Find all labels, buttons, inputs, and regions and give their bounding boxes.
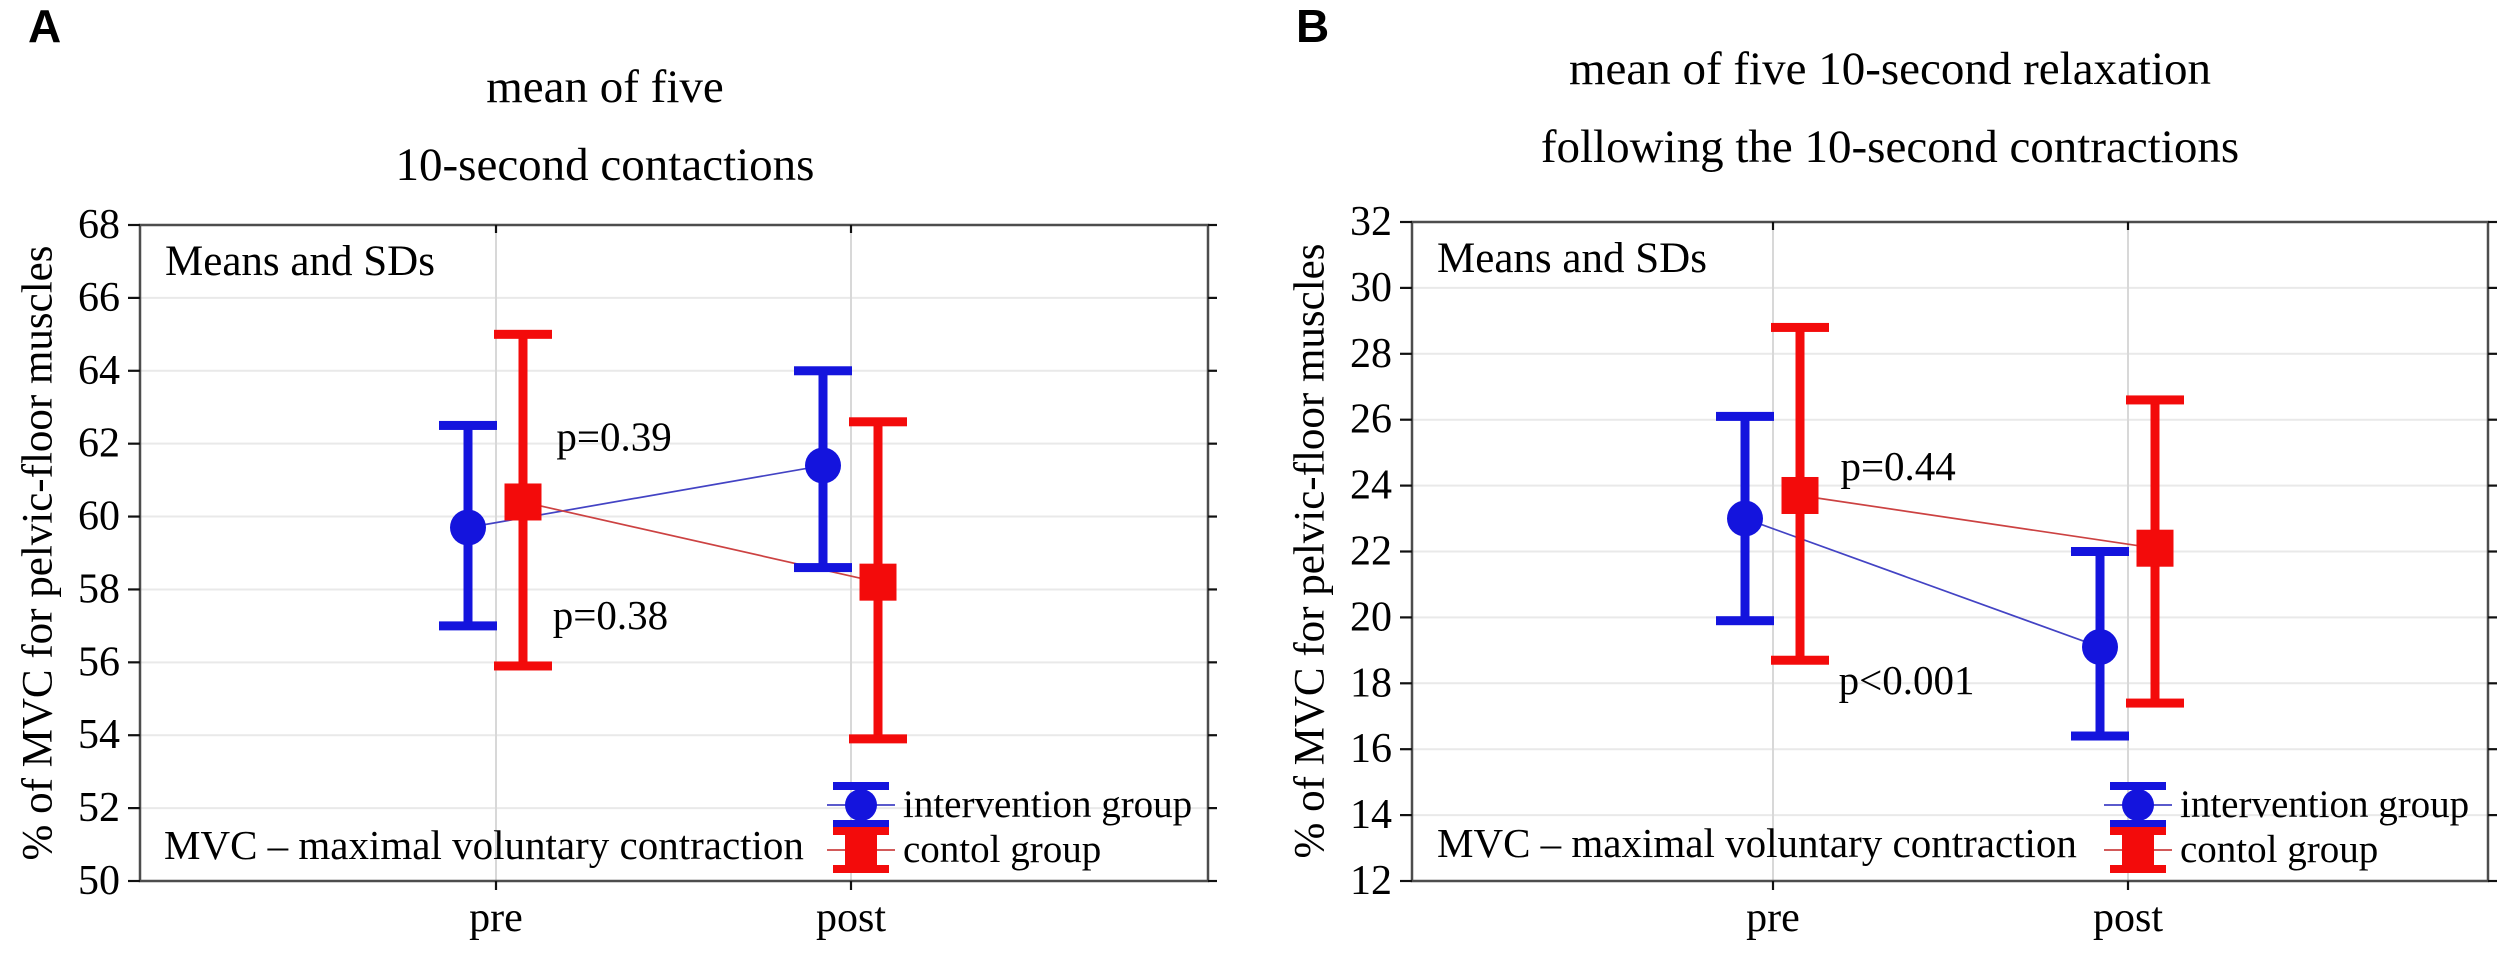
axis-ticks — [128, 223, 1217, 890]
circle-marker — [805, 447, 841, 484]
error-bar-contol-group-post — [2126, 395, 2184, 708]
legend-label-b-control: contol group — [2180, 828, 2379, 871]
error-bar-intervention-group-pre — [1716, 411, 1774, 626]
square-marker — [1781, 476, 1819, 514]
series-line-1 — [1799, 494, 2156, 550]
annotation-p-value: p<0.001 — [1839, 657, 1975, 703]
error-bar-contol-group-pre — [494, 329, 552, 671]
chart-title-a-line2: 10-second contactions — [395, 139, 815, 191]
means-sds-note-b: Means and SDs — [1437, 235, 1707, 282]
legend-glyph-contol-group — [2104, 827, 2172, 873]
y-tick-label: 58 — [78, 566, 120, 612]
mvc-note-a: MVC – maximal voluntary contraction — [164, 822, 804, 868]
y-tick-label: 30 — [1350, 265, 1392, 311]
y-tick-label: 18 — [1350, 660, 1392, 706]
y-tick-label: 54 — [78, 712, 120, 758]
y-tick-label: 28 — [1350, 331, 1392, 377]
chart-title-b-line2: following the 10-second contractions — [1540, 121, 2240, 173]
y-axis-title-b: % of MVC for pelvic-floor muscles — [1286, 243, 1334, 859]
gridlines — [1412, 222, 2488, 881]
mvc-note-b: MVC – maximal voluntary contraction — [1437, 820, 2077, 866]
y-tick-label: 14 — [1350, 792, 1392, 838]
annotation-p-value: p=0.44 — [1840, 443, 1955, 489]
error-bar-intervention-group-post — [2071, 547, 2129, 741]
x-tick-label-a-pre: pre — [469, 895, 523, 941]
square-marker — [504, 483, 542, 521]
y-tick-label: 64 — [78, 348, 120, 394]
legend-glyph-contol-group — [827, 827, 895, 873]
circle-marker — [2082, 629, 2118, 666]
annotation-p-value: p=0.39 — [556, 413, 671, 459]
y-tick-label: 32 — [1350, 199, 1392, 245]
chart-title-a: mean of five 10-second contactions — [396, 48, 815, 204]
y-tick-label: 26 — [1350, 397, 1392, 443]
plot-frame — [138, 223, 1210, 883]
legend-glyph-intervention-group — [2104, 782, 2172, 828]
y-tick-label: 50 — [78, 858, 120, 904]
y-tick-label: 16 — [1350, 726, 1392, 772]
error-bar-intervention-group-pre — [439, 420, 497, 631]
y-tick-label: 20 — [1350, 594, 1392, 640]
error-bar-contol-group-pre — [1771, 322, 1829, 665]
panel-label-a: A — [28, 0, 62, 52]
legend-glyph-intervention-group — [827, 782, 895, 828]
y-tick-label: 68 — [78, 202, 120, 248]
panel-a-plot: 68 66 64 62 60 58 56 54 52 50 p=0.39 p=0.38 — [78, 202, 1217, 904]
x-tick-label-a-post: post — [815, 895, 887, 941]
x-tick-label-b-post: post — [2092, 895, 2164, 941]
chart-title-b-line1: mean of five 10-second relaxation — [1568, 43, 2212, 95]
legend-label-a-intervention: intervention group — [903, 783, 1193, 826]
panel-b-plot: 32 30 28 26 24 22 20 18 16 14 12 p=0.44 p<0.001 — [1350, 199, 2497, 904]
axis-ticks — [1400, 220, 2497, 890]
y-tick-labels: 32 30 28 26 24 22 20 18 16 14 12 — [1350, 199, 1392, 904]
square-marker — [2136, 529, 2174, 567]
y-tick-label: 62 — [78, 421, 120, 467]
error-bar-contol-group-post — [849, 417, 907, 744]
y-tick-label: 60 — [78, 494, 120, 540]
circle-marker — [450, 509, 486, 546]
y-tick-label: 24 — [1350, 463, 1392, 509]
x-tick-label-b-pre: pre — [1746, 895, 1800, 941]
y-tick-label: 52 — [78, 785, 120, 831]
y-tick-label: 22 — [1350, 529, 1392, 575]
chart-title-b: mean of five 10-second relaxation follow… — [1541, 30, 2239, 186]
legend-label-a-control: contol group — [903, 828, 1102, 871]
chart-title-a-line1: mean of five — [486, 61, 724, 113]
legend-label-b-intervention: intervention group — [2180, 783, 2470, 826]
y-tick-label: 66 — [78, 275, 120, 321]
circle-marker — [1727, 500, 1763, 537]
y-tick-label: 56 — [78, 639, 120, 685]
means-sds-note-a: Means and SDs — [165, 238, 435, 285]
gridlines — [140, 225, 1208, 881]
square-marker — [859, 563, 897, 601]
error-bar-intervention-group-post — [794, 366, 852, 573]
y-tick-labels: 68 66 64 62 60 58 56 54 52 50 — [78, 202, 120, 904]
annotation-p-value: p=0.38 — [553, 592, 668, 638]
panel-label-b: B — [1296, 0, 1330, 52]
y-axis-title-a: % of MVC for pelvic-floor muscles — [14, 245, 62, 861]
y-tick-label: 12 — [1350, 858, 1392, 904]
